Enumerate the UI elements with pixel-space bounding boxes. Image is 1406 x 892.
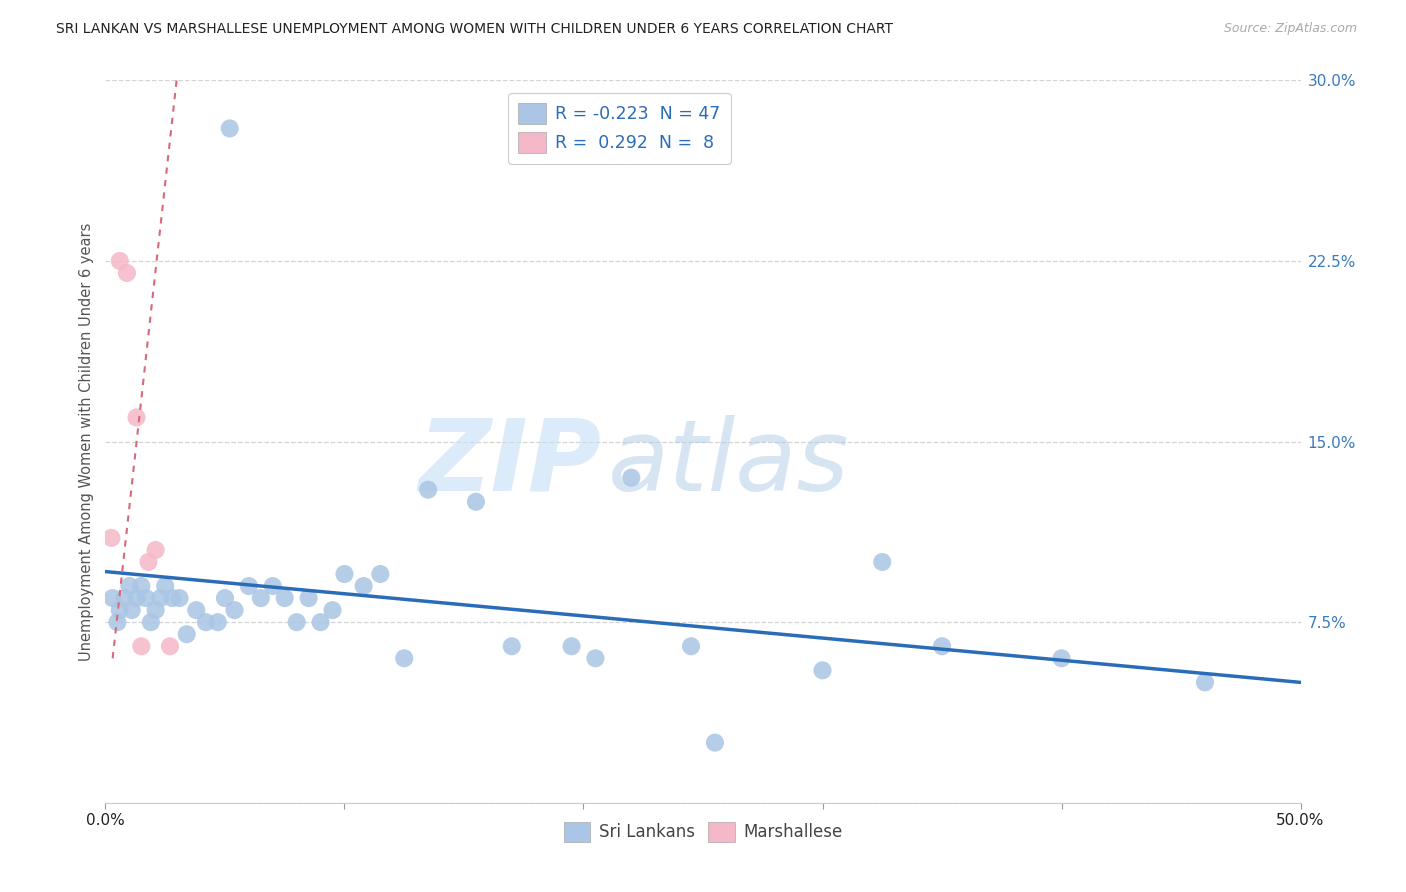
- Point: [297, 591, 319, 606]
- Point: [139, 615, 162, 630]
- Point: [238, 579, 260, 593]
- Text: Source: ZipAtlas.com: Source: ZipAtlas.com: [1223, 22, 1357, 36]
- Point: [501, 639, 523, 653]
- Point: [585, 651, 607, 665]
- Point: [1194, 675, 1216, 690]
- Point: [115, 266, 138, 280]
- Point: [176, 627, 198, 641]
- Point: [811, 664, 834, 678]
- Point: [931, 639, 953, 653]
- Point: [107, 615, 129, 630]
- Point: [333, 567, 356, 582]
- Point: [207, 615, 229, 630]
- Point: [194, 615, 217, 630]
- Point: [218, 121, 240, 136]
- Point: [129, 639, 153, 653]
- Point: [353, 579, 375, 593]
- Point: [114, 591, 136, 606]
- Point: [1050, 651, 1073, 665]
- Point: [108, 253, 131, 268]
- Point: [464, 494, 486, 508]
- Point: [118, 579, 141, 593]
- Point: [620, 471, 643, 485]
- Point: [138, 555, 160, 569]
- Point: [262, 579, 284, 593]
- Point: [392, 651, 416, 665]
- Point: [273, 591, 295, 606]
- Point: [214, 591, 236, 606]
- Point: [101, 591, 124, 606]
- Point: [704, 735, 727, 749]
- Point: [285, 615, 308, 630]
- Y-axis label: Unemployment Among Women with Children Under 6 years: Unemployment Among Women with Children U…: [79, 222, 94, 661]
- Point: [121, 603, 143, 617]
- Point: [153, 579, 177, 593]
- Point: [129, 579, 153, 593]
- Point: [250, 591, 273, 606]
- Point: [224, 603, 246, 617]
- Point: [681, 639, 703, 653]
- Point: [169, 591, 191, 606]
- Point: [162, 591, 184, 606]
- Point: [125, 591, 148, 606]
- Text: SRI LANKAN VS MARSHALLESE UNEMPLOYMENT AMONG WOMEN WITH CHILDREN UNDER 6 YEARS C: SRI LANKAN VS MARSHALLESE UNEMPLOYMENT A…: [56, 22, 893, 37]
- Point: [560, 639, 583, 653]
- Point: [416, 483, 439, 497]
- Point: [100, 531, 122, 545]
- Point: [368, 567, 391, 582]
- Point: [108, 603, 131, 617]
- Text: atlas: atlas: [607, 415, 849, 512]
- Point: [135, 591, 157, 606]
- Point: [125, 410, 148, 425]
- Point: [145, 603, 167, 617]
- Point: [872, 555, 894, 569]
- Legend: Sri Lankans, Marshallese: Sri Lankans, Marshallese: [557, 815, 849, 848]
- Point: [159, 639, 181, 653]
- Point: [321, 603, 344, 617]
- Point: [149, 591, 172, 606]
- Point: [309, 615, 332, 630]
- Point: [186, 603, 208, 617]
- Text: ZIP: ZIP: [419, 415, 602, 512]
- Point: [145, 542, 167, 557]
